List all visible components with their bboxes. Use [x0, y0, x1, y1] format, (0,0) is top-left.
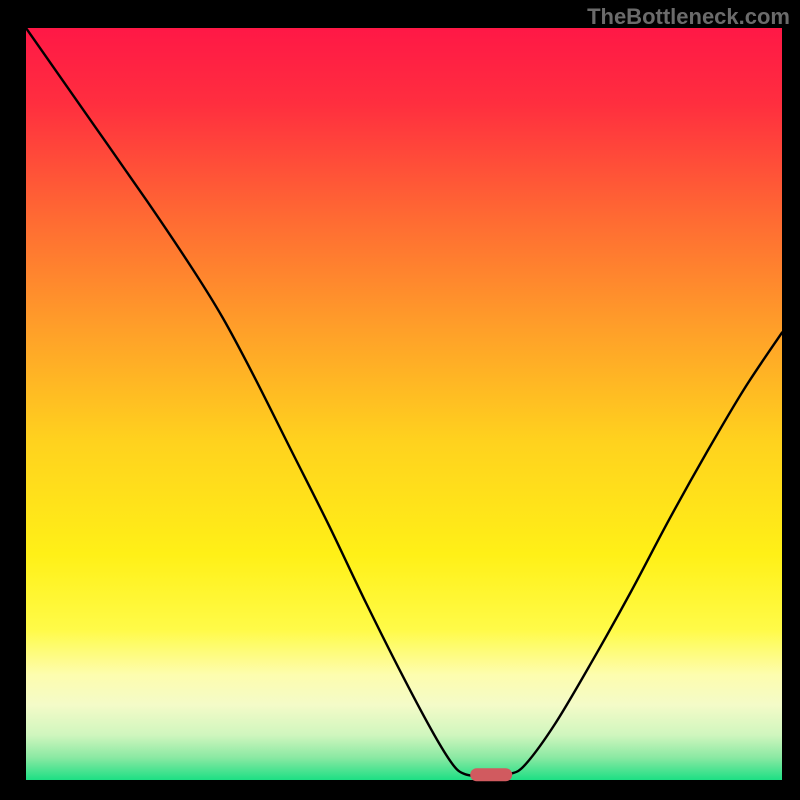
bottleneck-curve: [26, 28, 782, 777]
bottleneck-chart: TheBottleneck.com: [0, 0, 800, 800]
curve-layer: [26, 28, 782, 780]
optimum-marker: [470, 768, 512, 782]
plot-area: [26, 28, 782, 780]
watermark-text: TheBottleneck.com: [587, 4, 790, 30]
